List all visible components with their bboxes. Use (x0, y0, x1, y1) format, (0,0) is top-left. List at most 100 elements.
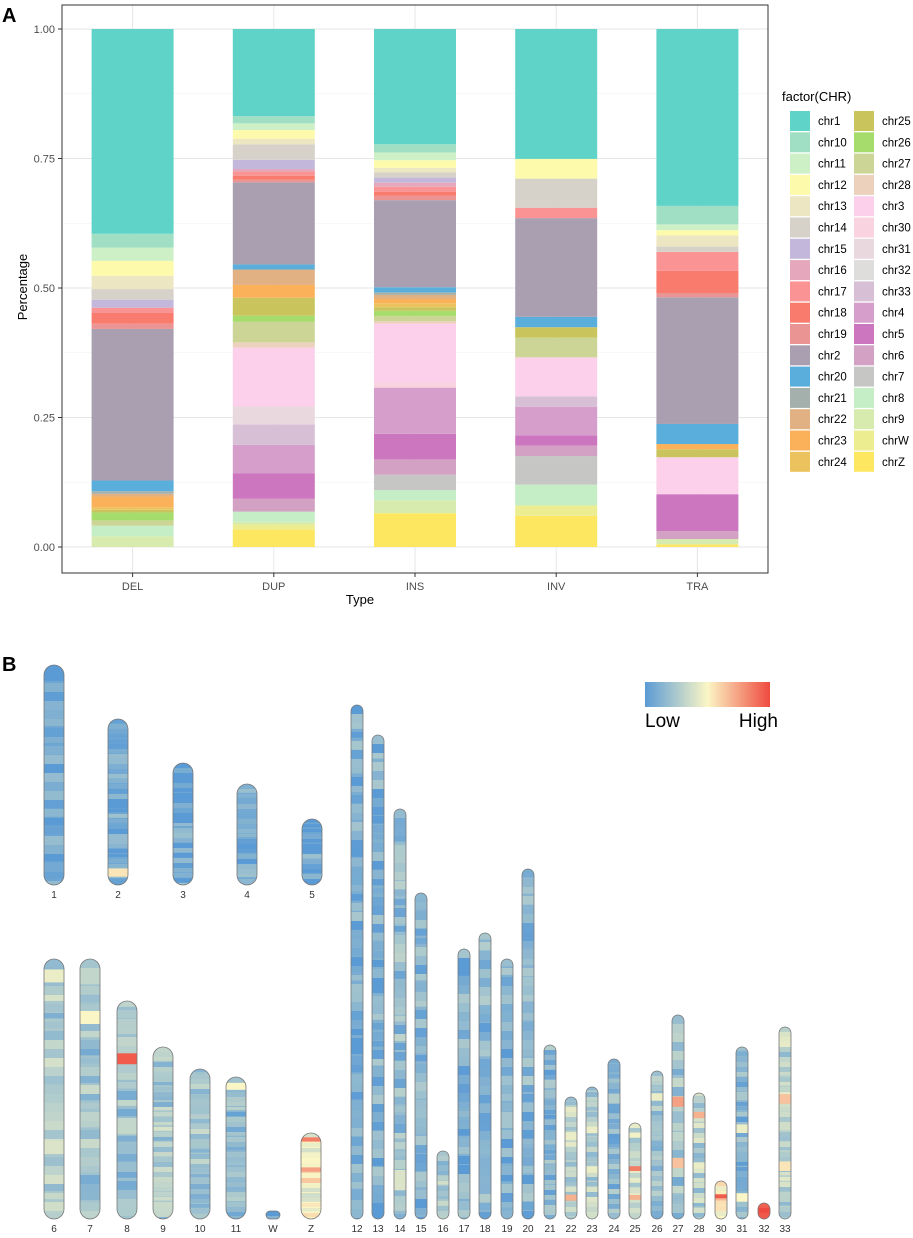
band (779, 1142, 791, 1149)
bar-segment-ins-chrZ (374, 513, 456, 547)
band (565, 1192, 577, 1196)
band (108, 884, 128, 885)
chromosome-label: 26 (651, 1224, 663, 1235)
band (173, 788, 193, 792)
band (117, 1208, 137, 1217)
band (758, 1203, 770, 1207)
band (672, 1042, 684, 1053)
chromosome-bands (153, 1047, 173, 1219)
band (117, 1109, 137, 1117)
band (458, 994, 470, 1006)
band (351, 750, 363, 760)
bar-segment-ins-chr11 (374, 152, 456, 161)
band (479, 1023, 491, 1032)
chromosome-3: 3 (172, 762, 194, 901)
band (479, 1041, 491, 1051)
chromosome-bands (302, 819, 322, 885)
band (108, 804, 128, 809)
band (586, 1207, 598, 1213)
bar-segment-del-chr17 (91, 307, 174, 313)
band (608, 1209, 620, 1214)
band (108, 809, 128, 813)
chromosomes: 1 2 3 4 56 7 8 9 10 11 W Z 12 13 14 15 16 17 18 19 20 21 22 23 2… (43, 664, 792, 1235)
band (108, 864, 128, 869)
chromosome-label: 19 (501, 1224, 513, 1235)
band (237, 879, 257, 885)
chromosome-label: 20 (522, 1224, 534, 1235)
legend-swatch-chr31 (854, 238, 874, 259)
band (437, 1206, 449, 1213)
band (266, 1211, 280, 1217)
band (651, 1146, 663, 1152)
band (522, 1094, 534, 1102)
chromosome-bands (522, 869, 534, 1219)
band (693, 1208, 705, 1215)
band (117, 1082, 137, 1089)
band (372, 1023, 384, 1030)
bar-segment-tra-chr17 (656, 251, 739, 271)
band (608, 1124, 620, 1130)
band (44, 701, 64, 711)
band (586, 1107, 598, 1111)
band (153, 1112, 173, 1117)
chromosome-6: 6 (43, 958, 65, 1235)
band (458, 1201, 470, 1211)
bar-segment-del-chr20 (91, 480, 174, 492)
band (372, 942, 384, 950)
bar-segment-del-chr13 (91, 275, 174, 290)
band (80, 1121, 100, 1128)
chromosome-bands (758, 1203, 770, 1219)
band (190, 1179, 210, 1184)
chromosome-outline (189, 1068, 211, 1220)
band (672, 1078, 684, 1089)
band (226, 1187, 246, 1191)
band (372, 933, 384, 941)
band (501, 977, 513, 989)
legend-label-chr7: chr7 (882, 372, 904, 384)
band (80, 977, 100, 985)
y-axis: 0.00 0.25 0.50 0.75 1.00 (34, 24, 62, 554)
band (351, 876, 363, 886)
band (415, 1127, 427, 1134)
band (351, 1191, 363, 1200)
band-hot (779, 1094, 791, 1104)
band (544, 1075, 556, 1080)
band (458, 1120, 470, 1127)
band (394, 1151, 406, 1157)
band (226, 1177, 246, 1181)
band (629, 1138, 641, 1143)
bar-segment-ins-chr27 (374, 315, 456, 322)
band (651, 1091, 663, 1095)
bar-segment-ins-chr5 (374, 433, 456, 460)
legend-swatch-chr17 (790, 281, 810, 302)
band (372, 996, 384, 1007)
band (458, 1030, 470, 1041)
band (544, 1195, 556, 1200)
band-hot (779, 1161, 791, 1171)
band (586, 1157, 598, 1162)
band (779, 1037, 791, 1043)
band (44, 1112, 64, 1124)
band (415, 1190, 427, 1202)
band (351, 1164, 363, 1175)
chromosome-bands (372, 735, 384, 1219)
band (226, 1162, 246, 1166)
chromosome-outline (628, 1122, 642, 1220)
band (608, 1169, 620, 1175)
chromosome-bands (608, 1059, 620, 1219)
band (479, 1122, 491, 1134)
band (80, 1139, 100, 1149)
band (237, 829, 257, 834)
band (44, 995, 64, 1001)
band (779, 1117, 791, 1124)
legend-label-chr24: chr24 (818, 457, 847, 469)
band (544, 1175, 556, 1182)
band (301, 1143, 321, 1148)
chromosome-bands (629, 1123, 641, 1219)
band (651, 1161, 663, 1166)
band (608, 1059, 620, 1064)
band (237, 784, 257, 791)
band (394, 998, 406, 1008)
chromosome-label: 1 (51, 890, 57, 901)
band (544, 1180, 556, 1185)
